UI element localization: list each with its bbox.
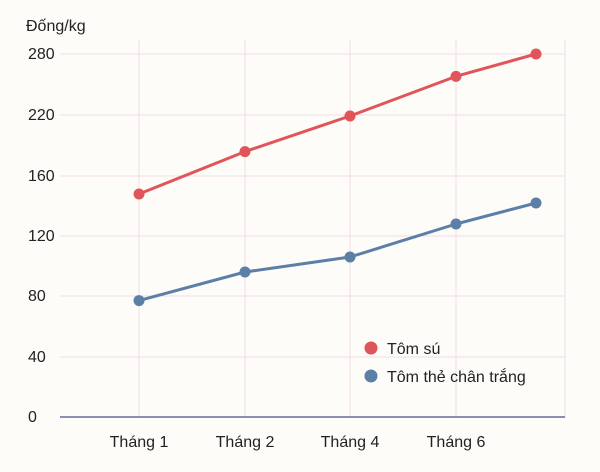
y-tick-label: 80 xyxy=(28,288,46,305)
x-tick-label: Tháng 4 xyxy=(321,434,380,451)
data-point xyxy=(133,188,145,200)
y-tick-label: 120 xyxy=(28,228,55,245)
data-point xyxy=(530,48,542,60)
legend: Tôm sú Tôm thẻ chân trắng xyxy=(364,341,526,386)
legend-label: Tôm thẻ chân trắng xyxy=(387,367,526,386)
y-tick-label: 0 xyxy=(28,409,37,426)
legend-marker xyxy=(364,341,378,355)
data-point xyxy=(344,110,356,122)
data-point xyxy=(450,70,462,82)
data-point xyxy=(344,251,356,263)
data-point xyxy=(133,295,145,307)
y-tick-label: 220 xyxy=(28,107,55,124)
series-line-1 xyxy=(137,52,538,196)
data-point xyxy=(239,266,251,278)
y-tick-label: 160 xyxy=(28,168,55,185)
series xyxy=(133,48,542,307)
series-line-2 xyxy=(137,201,538,303)
x-tick-label: Tháng 6 xyxy=(427,434,486,451)
y-tick-label: 280 xyxy=(28,46,55,63)
x-tick-label: Tháng 1 xyxy=(110,434,169,451)
legend-marker xyxy=(364,369,378,383)
y-axis-unit-label: Đống/kg xyxy=(26,18,86,35)
data-point xyxy=(239,146,251,158)
y-tick-label: 40 xyxy=(28,349,46,366)
grid xyxy=(60,40,566,417)
data-point xyxy=(450,218,462,230)
legend-label: Tôm sú xyxy=(387,341,440,358)
axes: 0 40 80 120 160 220 280 Tháng 1 Tháng 2 Tháng 4 Th… xyxy=(28,46,565,451)
data-point xyxy=(530,197,542,209)
x-tick-label: Tháng 2 xyxy=(216,434,275,451)
